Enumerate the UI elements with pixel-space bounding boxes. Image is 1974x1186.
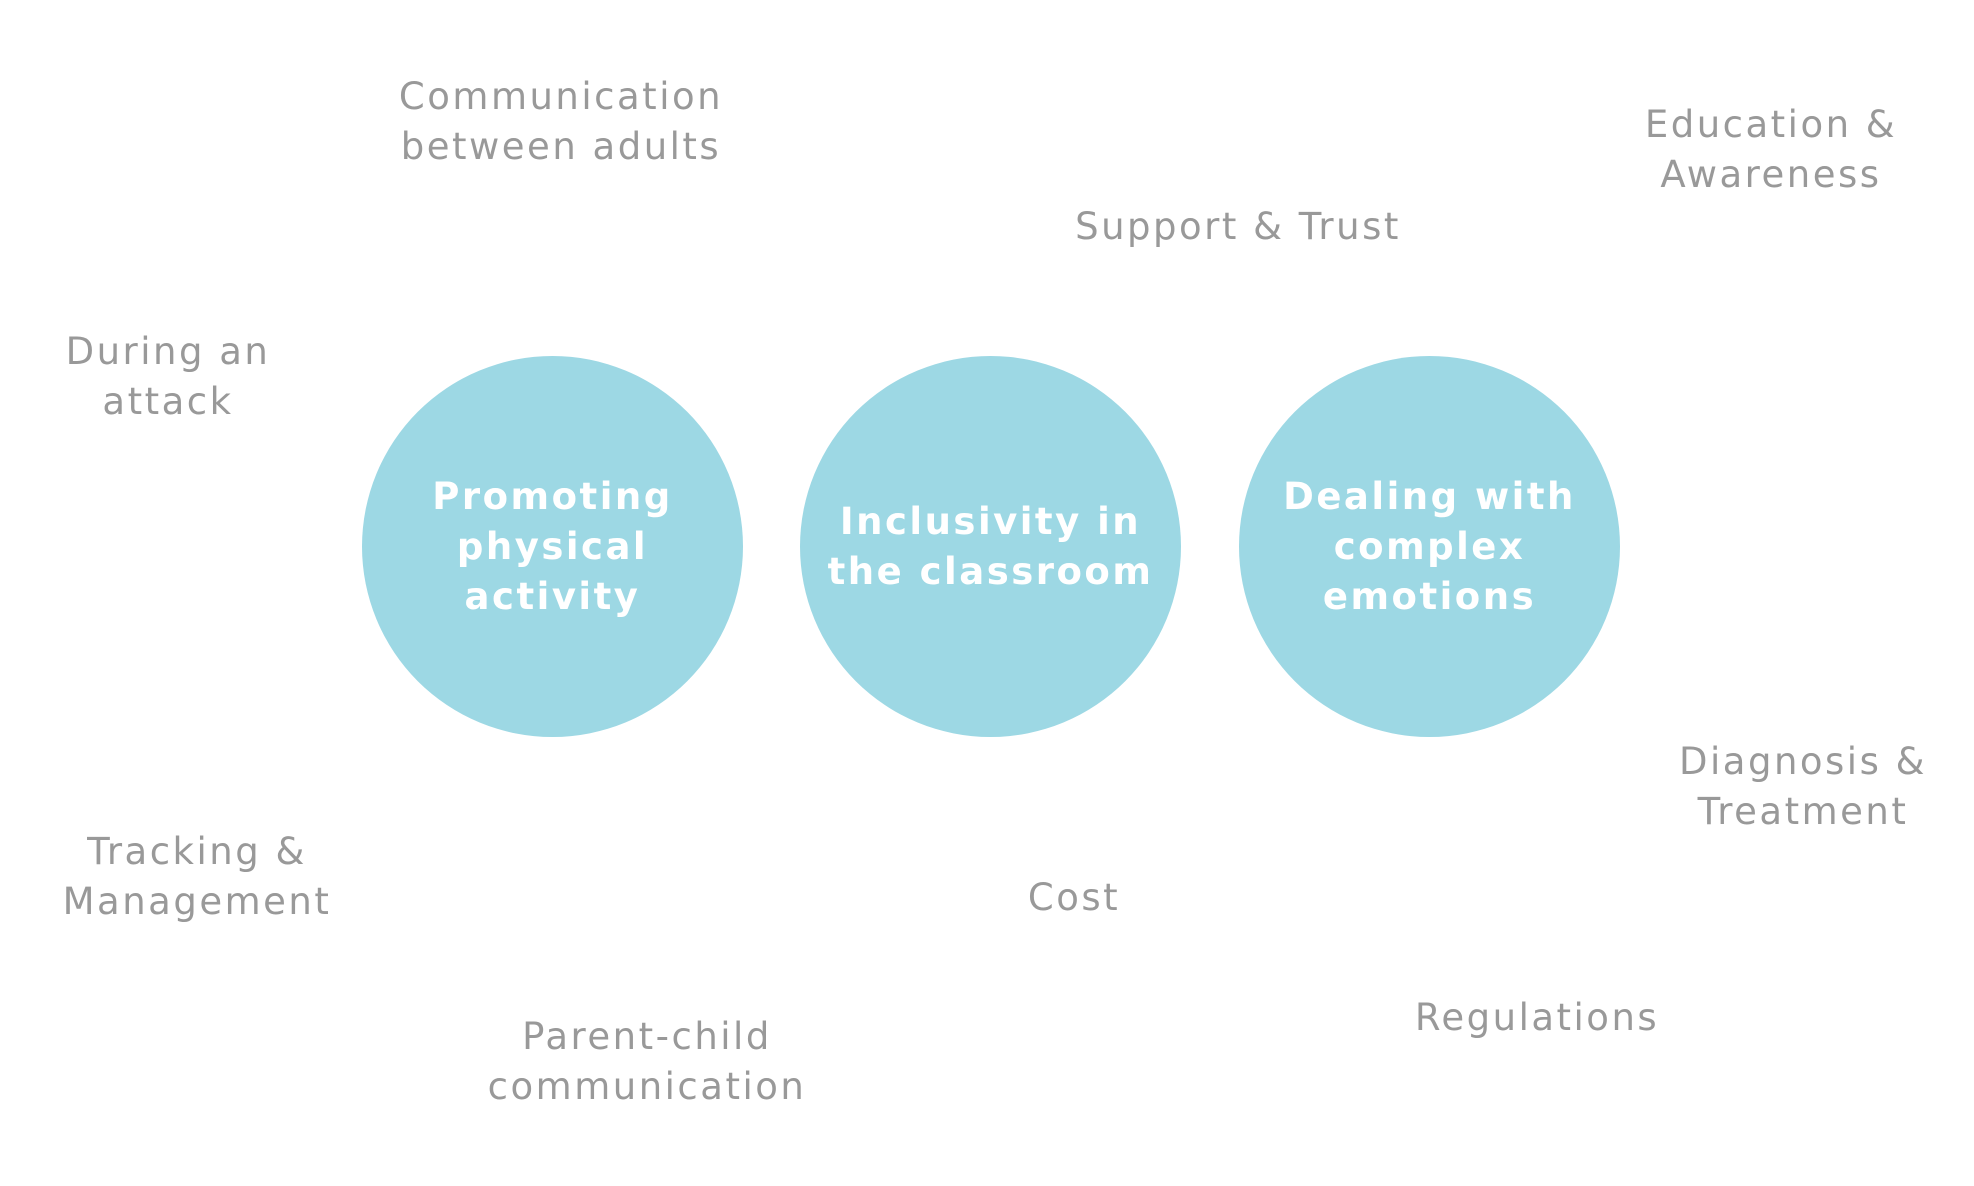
topic-line: Diagnosis & [1679, 740, 1927, 783]
topic-line: Awareness [1660, 153, 1882, 196]
topic-tracking-management: Tracking & Management [63, 827, 332, 927]
focus-circle-dealing-with-complex-emotions: Dealing with complex emotions [1239, 356, 1620, 737]
topic-line: Tracking & [87, 830, 307, 873]
topic-regulations: Regulations [1415, 993, 1659, 1043]
focus-label-line: emotions [1322, 574, 1537, 618]
topic-line: Regulations [1414, 996, 1660, 1039]
focus-label-line: Inclusivity in [839, 499, 1142, 543]
topic-line: communication [487, 1065, 807, 1108]
focus-label: Dealing with complex emotions [1283, 472, 1576, 622]
topic-line: between adults [400, 125, 722, 168]
topic-diagnosis-treatment: Diagnosis & Treatment [1679, 737, 1927, 837]
focus-label-line: activity [464, 574, 641, 618]
focus-circle-inclusivity-in-the-classroom: Inclusivity in the classroom [800, 356, 1181, 737]
topic-communication-between-adults: Communication between adults [399, 72, 723, 172]
focus-label-line: the classroom [827, 549, 1154, 593]
topic-line: attack [102, 380, 234, 423]
topic-line: Cost [1027, 876, 1121, 919]
topic-line: Communication [398, 75, 724, 118]
focus-label-line: physical [456, 524, 649, 568]
focus-label-line: Dealing with [1283, 474, 1576, 518]
topic-line: Education & [1644, 103, 1898, 146]
topic-line: Support & Trust [1075, 205, 1401, 248]
focus-label: Inclusivity in the classroom [828, 497, 1154, 597]
topic-line: Treatment [1697, 790, 1909, 833]
topic-education-awareness: Education & Awareness [1645, 100, 1897, 200]
focus-label-line: Promoting [432, 474, 673, 518]
topic-line: During an [65, 330, 271, 373]
focus-circle-promoting-physical-activity: Promoting physical activity [362, 356, 743, 737]
topic-parent-child-communication: Parent-child communication [488, 1012, 807, 1112]
topic-line: Parent-child [522, 1015, 772, 1058]
focus-label-line: complex [1333, 524, 1526, 568]
topic-cost: Cost [1028, 873, 1120, 923]
focus-label: Promoting physical activity [432, 472, 672, 622]
topic-support-trust: Support & Trust [1075, 202, 1401, 252]
topic-line: Management [62, 880, 332, 923]
topic-during-an-attack: During an attack [66, 327, 271, 427]
